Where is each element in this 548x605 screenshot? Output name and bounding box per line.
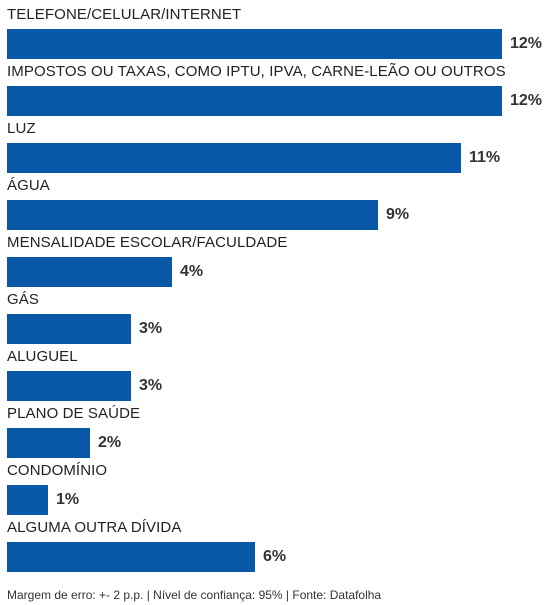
bar-row: IMPOSTOS OU TAXAS, COMO IPTU, IPVA, CARN… — [0, 63, 548, 120]
bar-row: PLANO DE SAÚDE 2% — [0, 405, 548, 462]
category-label: ALUGUEL — [7, 348, 78, 365]
bar-row: GÁS 3% — [0, 291, 548, 348]
value-label: 12% — [510, 92, 543, 109]
bar-row: ÁGUA 9% — [0, 177, 548, 234]
category-label: ÁGUA — [7, 177, 50, 194]
category-label: PLANO DE SAÚDE — [7, 405, 141, 422]
category-label: IMPOSTOS OU TAXAS, COMO IPTU, IPVA, CARN… — [7, 63, 506, 80]
bar — [7, 29, 502, 59]
bar-row: LUZ 11% — [0, 120, 548, 177]
bar — [7, 257, 172, 287]
value-label: 4% — [180, 263, 204, 280]
bar-row: ALUGUEL 3% — [0, 348, 548, 405]
bar — [7, 143, 461, 173]
bar-row: MENSALIDADE ESCOLAR/FACULDADE 4% — [0, 234, 548, 291]
value-label: 12% — [510, 35, 543, 52]
category-label: LUZ — [7, 120, 36, 137]
bar — [7, 86, 502, 116]
category-label: GÁS — [7, 291, 39, 308]
category-label: CONDOMÍNIO — [7, 462, 108, 479]
bar — [7, 485, 48, 515]
value-label: 1% — [56, 491, 80, 508]
category-label: MENSALIDADE ESCOLAR/FACULDADE — [7, 234, 288, 251]
bar — [7, 428, 90, 458]
value-label: 2% — [98, 434, 122, 451]
bar — [7, 542, 255, 572]
value-label: 9% — [386, 206, 410, 223]
bar — [7, 200, 378, 230]
value-label: 3% — [139, 320, 163, 337]
footnote: Margem de erro: +- 2 p.p. | Nível de con… — [7, 588, 382, 602]
bar — [7, 371, 131, 401]
bar — [7, 314, 131, 344]
bar-chart: TELEFONE/CELULAR/INTERNET 12% IMPOSTOS OU … — [0, 6, 548, 576]
category-label: TELEFONE/CELULAR/INTERNET — [7, 6, 242, 23]
category-label: ALGUMA OUTRA DÍVIDA — [7, 519, 182, 536]
value-label: 6% — [263, 548, 287, 565]
value-label: 11% — [469, 149, 501, 166]
bar-row: ALGUMA OUTRA DÍVIDA 6% — [0, 519, 548, 576]
bar-row: CONDOMÍNIO 1% — [0, 462, 548, 519]
bar-row: TELEFONE/CELULAR/INTERNET 12% — [0, 6, 548, 63]
value-label: 3% — [139, 377, 163, 394]
